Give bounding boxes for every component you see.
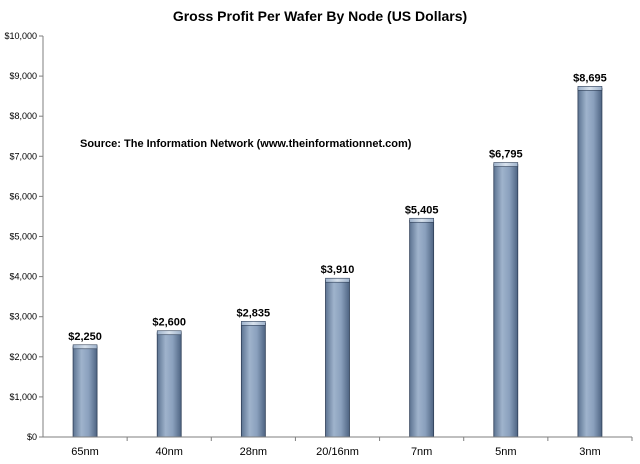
data-label: $2,835 [237,307,271,319]
bar [325,279,350,438]
x-tick-label: 65nm [71,446,99,458]
y-tick-label: $5,000 [9,232,37,242]
x-tick-label: 3nm [579,446,600,458]
bar [240,322,266,438]
y-tick-label: $9,000 [9,71,37,81]
y-tick-label: $2,000 [9,352,37,362]
bar [577,87,603,438]
x-axis: 65nm 40nm 28nm 20/16nm 7nm 5nm 3nm [43,436,633,458]
x-tick-label: 5nm [495,446,516,458]
data-label: $3,910 [321,264,355,276]
bar-cap [493,162,519,167]
y-axis: $0 $1,000 $2,000 $3,000 $4,000 $5,000 $6,000 $7… [4,31,44,442]
bar-cap [241,321,266,326]
bar-cap [409,217,434,223]
y-tick-label: $1,000 [9,392,37,402]
source-annotation: Source: The Information Network (www.the… [80,138,412,150]
data-label: $2,250 [68,331,102,343]
x-tick-label: 40nm [155,446,183,458]
y-tick-label: $4,000 [9,272,37,282]
bar-cap [72,344,98,350]
y-tick-label: $3,000 [9,312,37,322]
y-tick-label: $10,000 [4,31,37,41]
data-label: $8,695 [573,72,607,84]
chart-title: Gross Profit Per Wafer By Node (US Dolla… [173,8,467,24]
bars: $2,250 $2,600 $2,835 $3,910 $5,405 $6,795 $8,6… [68,72,607,438]
x-tick-label: 20/16nm [316,446,359,458]
bar-cap [156,330,182,336]
y-tick-label: $0 [27,432,37,442]
data-label: $5,405 [405,204,439,216]
bar [409,219,435,438]
bar-cap [577,86,603,91]
y-tick-label: $7,000 [9,151,37,161]
data-label: $6,795 [489,149,523,161]
data-label: $2,600 [152,317,186,329]
x-tick-label: 7nm [411,446,432,458]
bar [156,332,182,438]
x-tick-label: 28nm [240,446,268,458]
y-tick-label: $8,000 [9,111,37,121]
y-tick-label: $6,000 [9,191,37,201]
bar [72,346,98,438]
bar [493,164,519,438]
bar-cap [325,277,350,283]
